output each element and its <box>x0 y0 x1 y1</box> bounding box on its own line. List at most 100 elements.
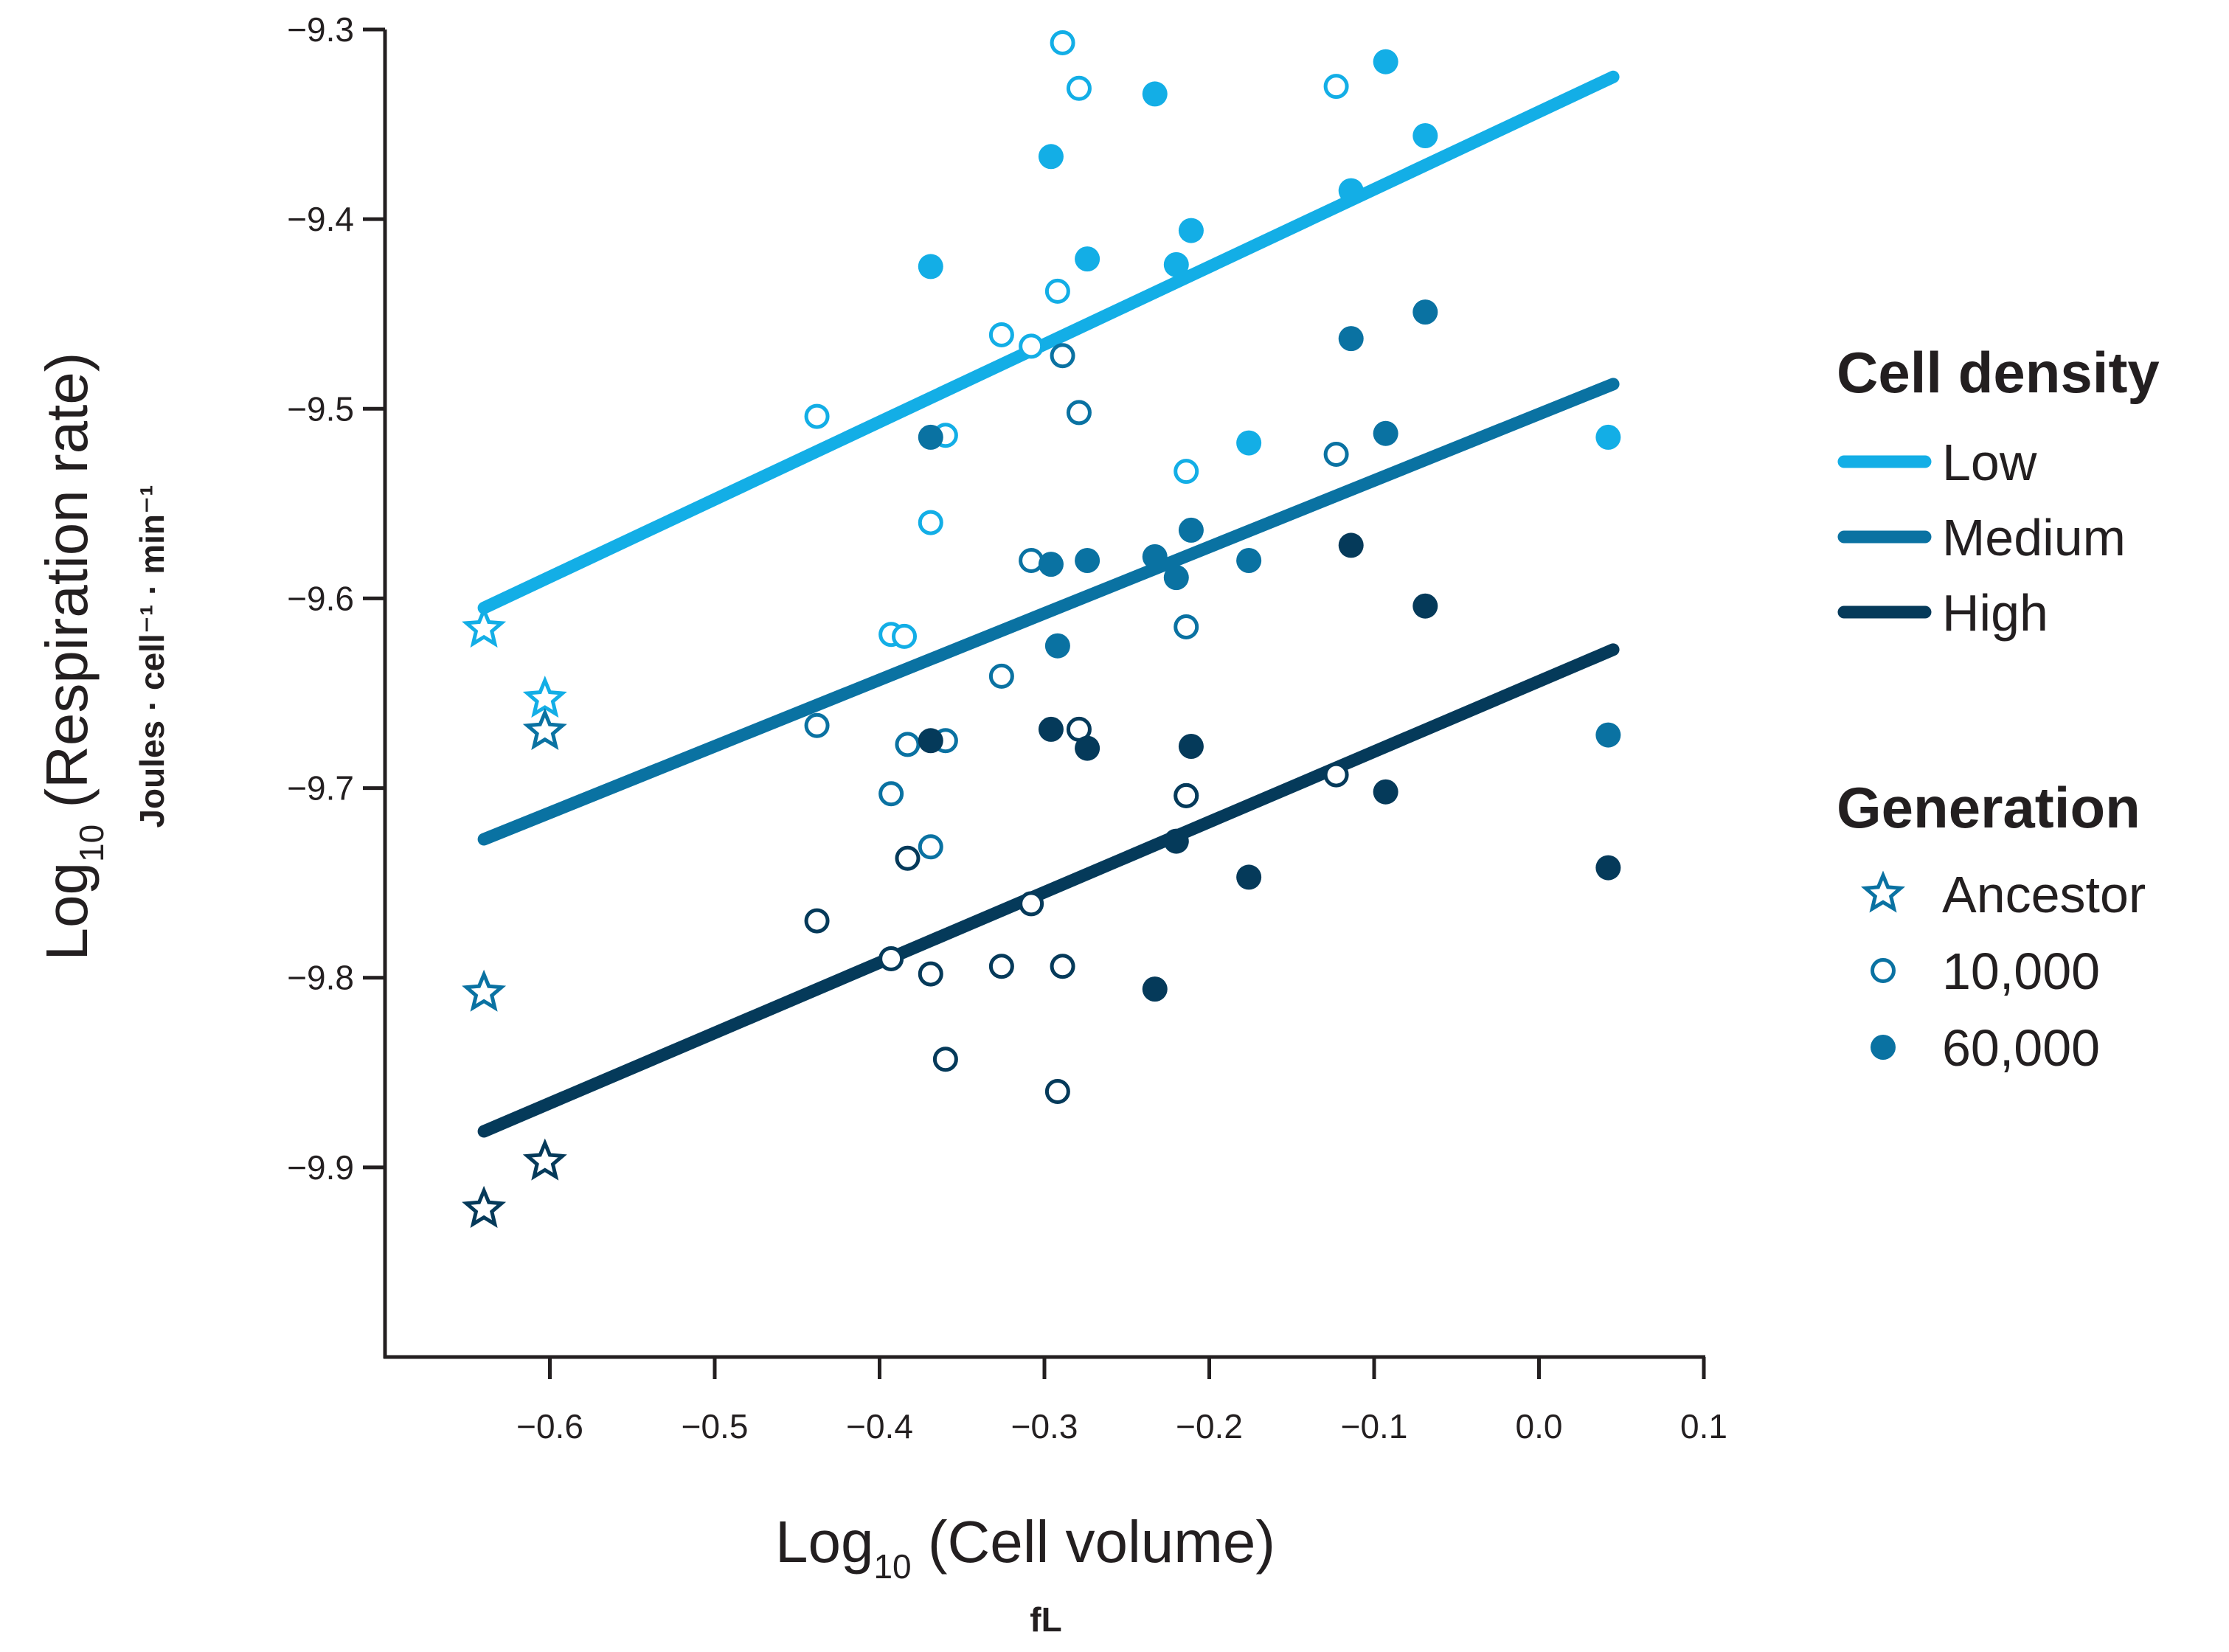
circle-point <box>1050 30 1075 55</box>
circle-point <box>1038 552 1064 577</box>
circle-point <box>1044 278 1070 304</box>
y-tick-label: −9.9 <box>287 1148 354 1187</box>
circle-point <box>918 424 943 450</box>
circle-point <box>1066 75 1092 101</box>
star-point <box>462 969 507 1012</box>
series-low-open <box>804 30 1349 649</box>
x-tick-label: 0.0 <box>1516 1407 1563 1446</box>
circle-point <box>804 908 830 934</box>
series-low-star <box>462 605 567 718</box>
regression-lines <box>477 70 1620 1138</box>
star-point <box>522 1138 567 1181</box>
x-tick-label: −0.2 <box>1176 1407 1243 1446</box>
legend-title-cell-density: Cell density <box>1837 340 2160 405</box>
y-tick-label: −9.8 <box>287 959 354 997</box>
circle-point <box>1044 633 1070 659</box>
circle-point <box>1142 976 1168 1002</box>
legend-label-generation: Ancestor <box>1942 866 2146 923</box>
circle-point <box>1338 178 1364 204</box>
star-point <box>522 707 567 750</box>
x-axis-title: Log10 (Cell volume) <box>775 1509 1275 1586</box>
legend-label-low: Low <box>1942 434 2037 491</box>
circle-point <box>1075 548 1100 573</box>
circle-point <box>1174 459 1199 485</box>
circle-point <box>988 322 1014 347</box>
circle-point <box>918 254 943 280</box>
circle-point <box>804 403 830 429</box>
legend-marker-open <box>1871 958 1896 983</box>
circle-point <box>1038 144 1064 170</box>
circle-point <box>1174 782 1199 808</box>
circle-point <box>1178 517 1204 543</box>
circle-point <box>1142 81 1168 107</box>
circle-point <box>1178 218 1204 243</box>
circle-point <box>918 961 943 987</box>
y-axis-title-subscript: 10 <box>72 825 111 862</box>
circle-point <box>1338 532 1364 558</box>
series-high-open <box>804 716 1349 1104</box>
y-tick-label: −9.6 <box>287 579 354 617</box>
circle-point <box>988 954 1014 979</box>
legend-label-medium: Medium <box>1942 509 2126 566</box>
circle-point <box>1338 326 1364 352</box>
x-axis-title-subscript: 10 <box>873 1547 911 1586</box>
legend-title-generation: Generation <box>1837 775 2140 840</box>
circle-point <box>895 732 921 757</box>
circle-point <box>1075 246 1100 272</box>
legend-label-generation: 10,000 <box>1942 943 2100 1000</box>
series-medium-filled <box>918 299 1621 748</box>
circle-point <box>1595 855 1621 881</box>
legend-label-generation: 60,000 <box>1942 1019 2100 1077</box>
y-tick-label: −9.4 <box>287 200 354 238</box>
circle-point <box>1412 299 1438 325</box>
circle-point <box>1050 343 1075 369</box>
series-medium-star <box>462 707 567 1012</box>
x-axis-ticks: −0.6 −0.5 −0.4 −0.3 −0.2 −0.1 0.0 0.1 <box>516 1357 1727 1446</box>
circle-point <box>1178 734 1204 759</box>
legend-density-items: Low Medium High <box>1837 434 2126 642</box>
series-low-filled <box>918 49 1621 456</box>
y-tick-label: −9.5 <box>287 389 354 428</box>
data-points <box>462 30 1621 1228</box>
circle-point <box>1323 762 1349 788</box>
y-axis-title: Log10 (Respiration rate) <box>34 353 111 961</box>
circle-point <box>918 834 943 860</box>
circle-point <box>1373 49 1398 74</box>
circle-point <box>892 623 918 649</box>
x-tick-label: −0.6 <box>516 1407 583 1446</box>
circle-point <box>988 663 1014 689</box>
circle-point <box>1163 565 1189 591</box>
circle-point <box>1323 74 1349 100</box>
circle-point <box>1066 400 1092 426</box>
circle-point <box>1019 548 1044 573</box>
x-axis-unit: fL <box>1030 1600 1061 1639</box>
x-tick-label: −0.5 <box>682 1407 749 1446</box>
circle-point <box>1163 828 1189 854</box>
circle-point <box>804 712 830 738</box>
fit-line-medium <box>477 378 1620 846</box>
fit-line-low <box>477 70 1620 614</box>
circle-point <box>1236 430 1262 456</box>
circle-point <box>918 510 943 535</box>
x-tick-label: −0.3 <box>1011 1407 1078 1446</box>
y-tick-label: −9.3 <box>287 10 354 49</box>
circle-point <box>932 1047 958 1072</box>
circle-point <box>1050 954 1075 979</box>
y-axis-ticks: −9.3 −9.4 −9.5 −9.6 −9.7 −9.8 −9.9 <box>287 10 385 1187</box>
circle-point <box>1373 420 1398 446</box>
x-tick-label: 0.1 <box>1680 1407 1727 1446</box>
legend-label-high: High <box>1942 584 2048 642</box>
legend: Cell density Low Medium High Generation An… <box>1837 340 2160 1077</box>
circle-point <box>918 728 943 754</box>
circle-point <box>895 845 921 871</box>
y-axis-unit: Joules · cell⁻¹ · min⁻¹ <box>133 485 171 827</box>
legend-marker-star <box>1861 870 1905 913</box>
star-point <box>462 1185 507 1228</box>
circle-point <box>1595 722 1621 748</box>
y-tick-label: −9.7 <box>287 769 354 808</box>
series-high-star <box>462 1138 567 1228</box>
circle-point <box>1174 614 1199 639</box>
circle-point <box>1075 735 1100 761</box>
circle-point <box>1412 123 1438 148</box>
